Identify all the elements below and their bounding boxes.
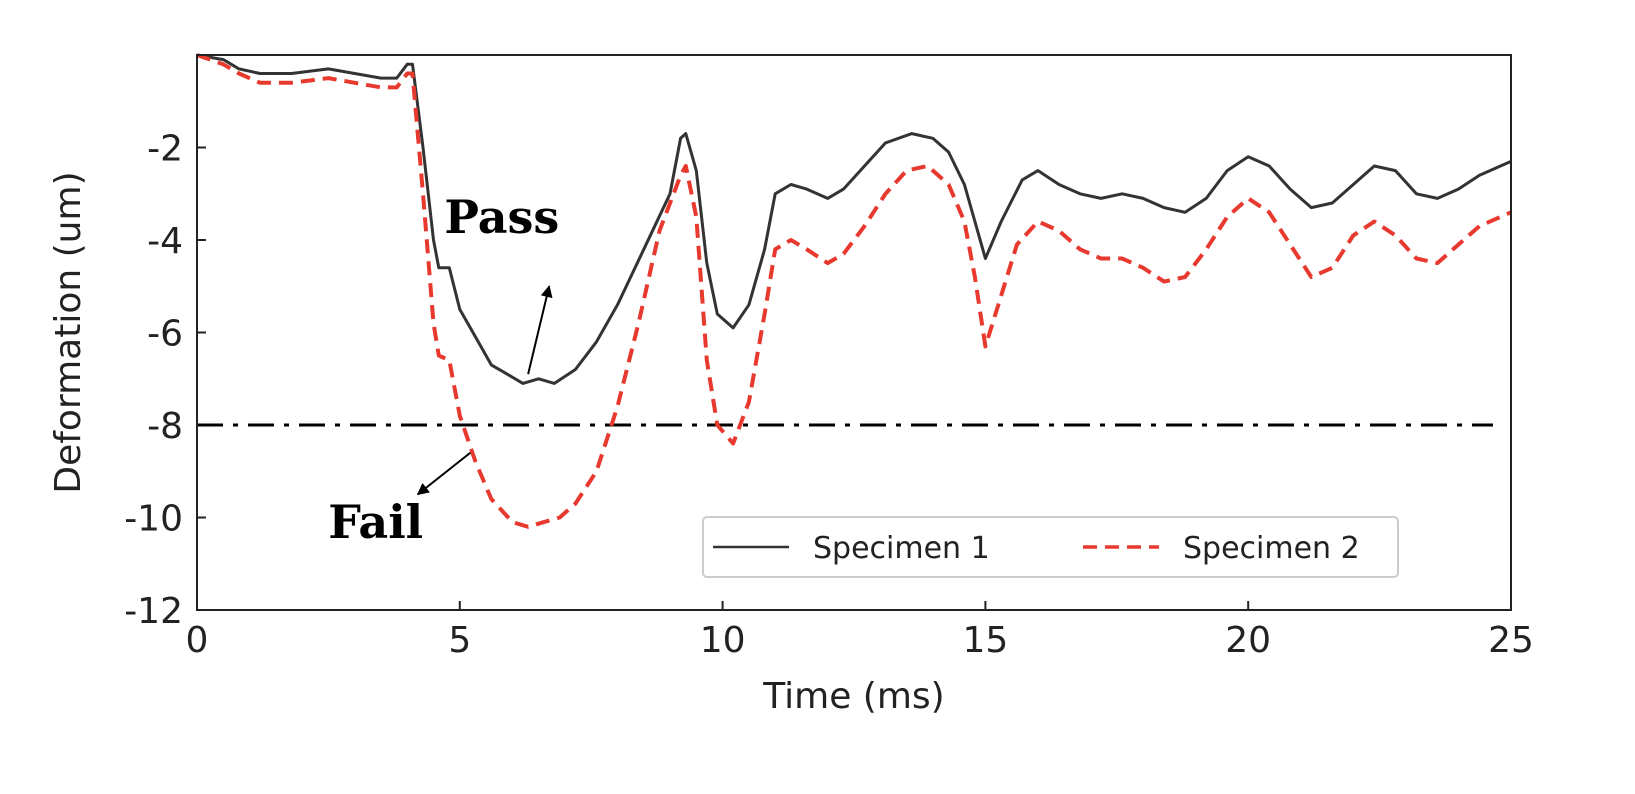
annotation-label-2: Fail [328,495,423,549]
y-axis-title: Deformation (um) [48,171,89,493]
y-tick-label: -6 [147,314,183,355]
y-tick-label: -2 [147,129,183,170]
annotation-arrow-1 [527,285,553,375]
axis-ticks: 0 5 10 15 20 25 -12 -10 -8 -6 -4 -2 [124,129,1534,662]
x-tick-label: 5 [448,620,471,661]
legend-label-2: Specimen 2 [1183,531,1360,566]
series-line-1 [196,53,1512,385]
x-tick-label: 0 [186,620,209,661]
x-tick-label: 25 [1488,620,1534,661]
x-tick-label: 15 [962,620,1008,661]
series-line-2 [196,53,1512,529]
y-tick-label: -10 [124,499,183,540]
legend: Specimen 1 Specimen 2 [702,516,1399,578]
x-axis-title: Time (ms) [762,676,944,717]
annotations-group: Pass Fail [328,190,559,549]
y-tick-label: -4 [147,221,183,262]
legend-label-1: Specimen 1 [813,531,990,566]
legend-box [702,516,1399,578]
x-tick-label: 20 [1225,620,1271,661]
y-tick-label: -12 [124,591,183,632]
x-tick-label: 10 [700,620,746,661]
y-tick-label: -8 [147,406,183,447]
annotation-label-1: Pass [444,190,559,244]
plot-frame [196,54,1512,611]
annotation-arrow-2 [416,451,471,496]
series-group [196,53,1512,529]
